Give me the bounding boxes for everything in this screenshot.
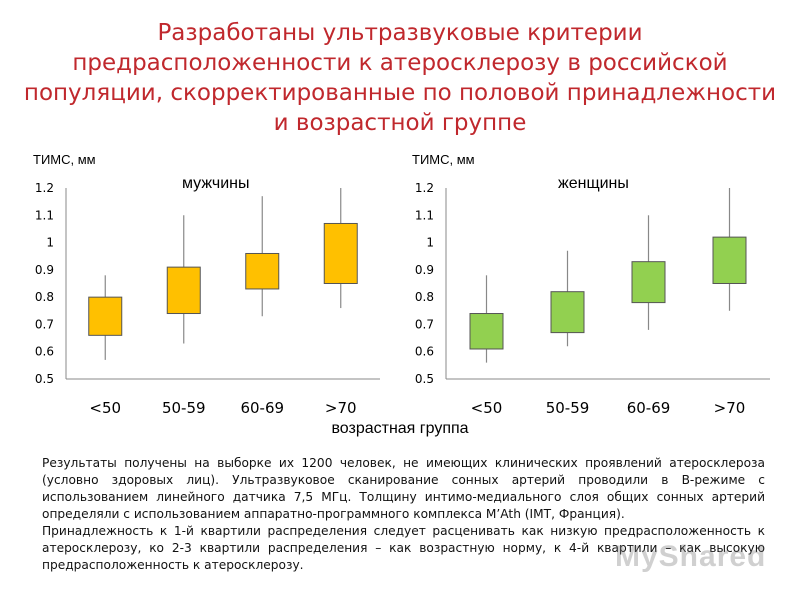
women-ytick-label: 1.2 [415, 181, 434, 195]
description-text: Результаты получены на выборке их 1200 ч… [42, 455, 765, 574]
paragraph-interpretation: Принадлежность к 1-й квартили распределе… [42, 524, 765, 572]
women-ytick-label: 0.7 [415, 317, 434, 331]
men-category-label: <50 [89, 399, 121, 417]
women-box [550, 291, 585, 334]
women-panel-title: женщины [558, 175, 629, 192]
women-box [712, 236, 747, 284]
men-box [323, 222, 358, 284]
men-category-label: 50-59 [162, 399, 206, 417]
women-ytick-label: 1.1 [415, 208, 434, 222]
women-box [631, 261, 666, 304]
women-ytick-label: 0.6 [415, 345, 434, 359]
men-ytick-label: 1 [46, 236, 54, 250]
men-box-chart: 0.5 0.6 0.7 0.8 0.9 1 1.1 1.2 <50 50-59 60-69 >70 [35, 181, 380, 417]
men-ytick-label: 0.9 [35, 263, 54, 277]
men-ytick-label: 0.6 [35, 345, 54, 359]
men-panel-title: мужчины [182, 175, 250, 192]
women-box-chart: 0.5 0.6 0.7 0.8 0.9 1 1.1 1.2 <50 50-59 60-69 >70 [415, 181, 770, 417]
men-ylabel: ТИМС, мм [33, 152, 96, 167]
women-ytick-label: 0.9 [415, 263, 434, 277]
women-category-label: >70 [714, 399, 746, 417]
watermark-logo: MyShared [615, 540, 767, 573]
men-ytick-label: 1.1 [35, 208, 54, 222]
x-axis-title: возрастная группа [331, 420, 469, 437]
men-ytick-label: 0.5 [35, 372, 54, 386]
men-box [88, 296, 123, 336]
men-category-label: 60-69 [240, 399, 284, 417]
women-ylabel: ТИМС, мм [412, 152, 475, 167]
women-category-label: 60-69 [627, 399, 671, 417]
women-category-label: 50-59 [546, 399, 590, 417]
women-box [469, 313, 504, 350]
men-ytick-label: 0.7 [35, 317, 54, 331]
women-ytick-label: 0.5 [415, 372, 434, 386]
men-category-label: >70 [325, 399, 357, 417]
men-box [245, 252, 280, 290]
paragraph-methods: Результаты получены на выборке их 1200 ч… [42, 456, 765, 521]
men-ytick-label: 1.2 [35, 181, 54, 195]
women-ytick-label: 1 [426, 236, 434, 250]
men-ytick-label: 0.8 [35, 290, 54, 304]
women-ytick-label: 0.8 [415, 290, 434, 304]
women-category-label: <50 [471, 399, 503, 417]
men-box [166, 266, 201, 315]
page-title: Разработаны ультразвуковые критерии пред… [23, 20, 777, 136]
